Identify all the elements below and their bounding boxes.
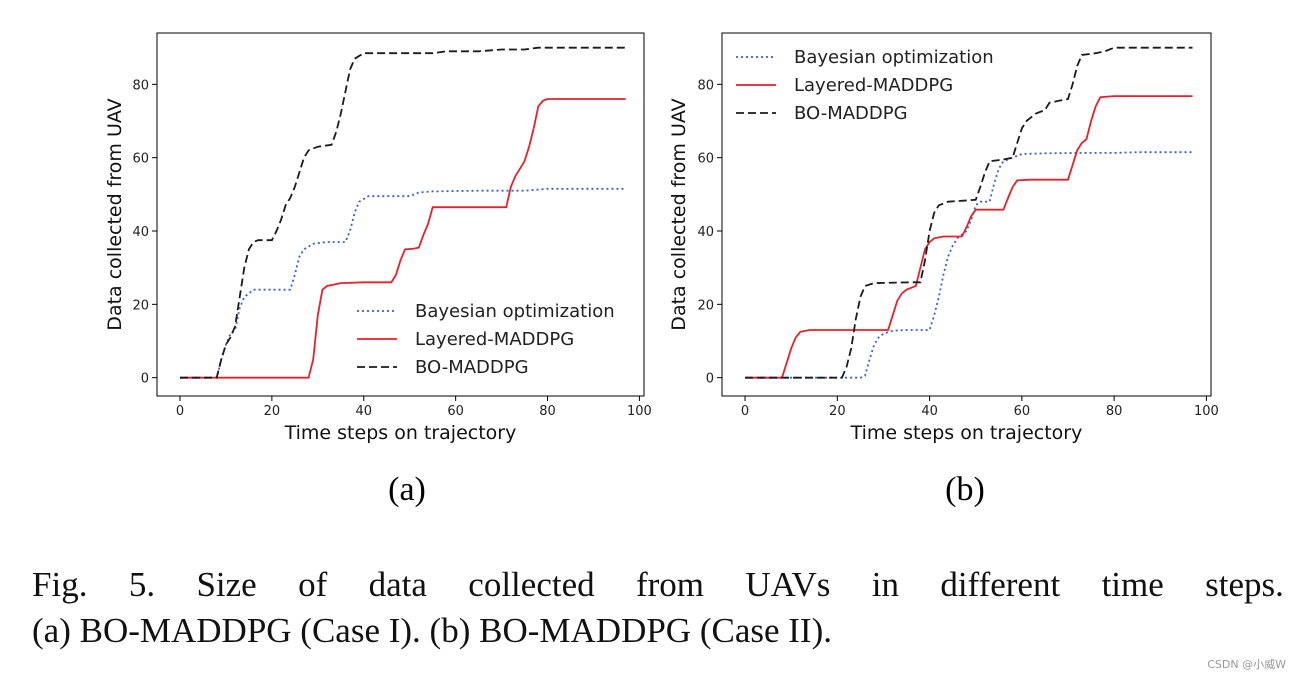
plot-frame	[721, 32, 1212, 397]
x-tick-label: 100	[627, 404, 652, 419]
x-tick-label: 100	[1194, 404, 1219, 419]
chart-b: 0 20 40 60 80 100 0 20 40 60 80 Time steps on traje…	[668, 32, 1219, 508]
x-tick-label: 80	[1106, 404, 1123, 419]
caption-word: data	[368, 565, 427, 604]
caption-word: 5.	[128, 565, 156, 604]
y-tick-label: 60	[132, 152, 149, 167]
x-axis-title: Time steps on trajectory	[284, 422, 517, 444]
y-tick-label: 60	[697, 152, 714, 167]
y-tick-label: 20	[132, 298, 149, 313]
x-tick-label: 0	[741, 404, 749, 419]
series-line-layered-maddpg	[745, 95, 1193, 379]
x-tick-label: 20	[829, 404, 846, 419]
legend-label: Bayesian optimization	[415, 301, 615, 322]
figure-caption: Fig. 5. Size of data collected from UAVs in diffe…	[32, 562, 1284, 654]
x-tick-label: 40	[355, 404, 372, 419]
caption-word: steps.	[1205, 565, 1284, 604]
caption-word: in	[871, 565, 899, 604]
x-tick-label: 80	[539, 404, 556, 419]
y-tick-label: 40	[132, 225, 149, 240]
legend-label: Layered-MADDPG	[794, 75, 953, 96]
caption-word: UAVs	[745, 565, 831, 604]
x-tick-label: 0	[176, 404, 184, 419]
y-tick-label: 0	[706, 372, 714, 387]
x-tick-label: 60	[1014, 404, 1031, 419]
caption-line-2: (a) BO-MADDPG (Case I). (b) BO-MADDPG (C…	[32, 611, 832, 650]
legend: Bayesian optimization Layered-MADDPG BO-MA…	[357, 301, 615, 378]
series-line-layered-maddpg	[180, 98, 626, 379]
series-line-bo-maddpg	[745, 46, 1193, 379]
y-axis-title: Data collected from UAV	[668, 98, 690, 330]
y-tick-label: 0	[141, 372, 149, 387]
caption-word: time	[1101, 565, 1164, 604]
y-tick-label: 40	[697, 225, 714, 240]
x-tick-label: 60	[447, 404, 464, 419]
series-line-bayesian-optimization	[745, 151, 1193, 379]
subcaption: (b)	[945, 471, 985, 508]
y-tick-label: 20	[697, 298, 714, 313]
legend: Bayesian optimization Layered-MADDPG BO-MA…	[736, 47, 994, 124]
plot-frame	[156, 32, 645, 397]
chart-a: 0 20 40 60 80 100 0 20 40 60 80 Time steps on traje…	[104, 32, 652, 508]
x-tick-label: 20	[264, 404, 281, 419]
caption-word: Size	[196, 565, 257, 604]
caption-word: different	[940, 565, 1061, 604]
caption-line-1: Fig. 5. Size of data collected from UAVs in diffe…	[32, 562, 1284, 608]
legend-label: BO-MADDPG	[415, 357, 529, 378]
x-tick-label: 40	[921, 404, 938, 419]
legend-label: BO-MADDPG	[794, 103, 908, 124]
y-tick-label: 80	[132, 78, 149, 93]
caption-word: from	[635, 565, 705, 604]
caption-word: of	[298, 565, 328, 604]
y-tick-label: 80	[697, 78, 714, 93]
series-line-bo-maddpg	[180, 46, 626, 379]
legend-label: Bayesian optimization	[794, 47, 994, 68]
y-axis-title: Data collected from UAV	[104, 98, 126, 330]
legend-label: Layered-MADDPG	[415, 329, 574, 350]
caption-word: collected	[468, 565, 595, 604]
watermark: CSDN @小威W	[1207, 658, 1286, 671]
x-axis-title: Time steps on trajectory	[850, 422, 1083, 444]
subcaption: (a)	[388, 471, 426, 508]
caption-word: Fig.	[32, 565, 88, 604]
